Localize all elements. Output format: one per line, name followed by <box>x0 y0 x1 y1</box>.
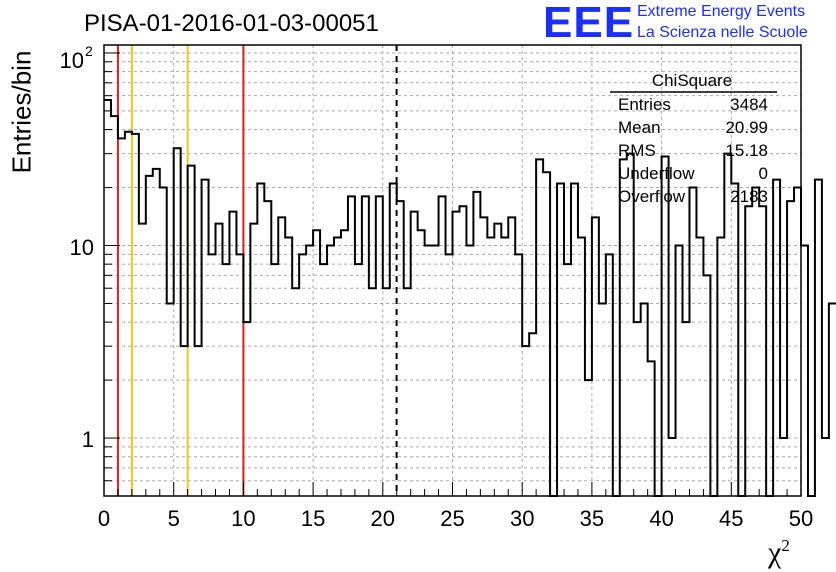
logo-subtitle-line1: Extreme Energy Events <box>637 3 806 20</box>
x-tick-labels: 0 5 10 15 20 25 30 35 40 45 50 <box>98 506 813 531</box>
x-axis-label-base: χ <box>768 536 782 569</box>
stats-title: ChiSquare <box>652 71 732 90</box>
x-tick-label: 5 <box>168 506 180 531</box>
stats-label: RMS <box>618 141 656 160</box>
x-axis-label-exponent: 2 <box>781 536 790 555</box>
x-tick-label: 0 <box>98 506 110 531</box>
x-tick-label: 40 <box>649 506 673 531</box>
y-axis-label: Entries/bin <box>6 50 37 174</box>
chart-title: PISA-01-2016-01-03-00051 <box>84 10 379 37</box>
x-tick-label: 45 <box>719 506 743 531</box>
y-tick-label-100-base: 10 <box>60 48 84 73</box>
stats-label: Mean <box>618 118 661 137</box>
x-axis-label: χ2 <box>768 536 790 570</box>
axis-ticks <box>103 52 802 497</box>
stats-value: 3484 <box>730 95 768 114</box>
stats-value: 2183 <box>730 187 768 206</box>
stats-label: Overflow <box>618 187 686 206</box>
histogram-series <box>104 98 836 497</box>
stats-box: ChiSquare Entries 3484 Mean 20.99 RMS 15… <box>610 71 777 206</box>
x-tick-label: 25 <box>440 506 464 531</box>
plot-background <box>104 45 801 496</box>
x-tick-label: 50 <box>789 506 813 531</box>
x-tick-label: 35 <box>580 506 604 531</box>
y-tick-labels: 1 10 10 2 <box>60 43 94 452</box>
stats-label: Underflow <box>618 164 695 183</box>
logo-subtitle-line2: La Scienza nelle Scuole <box>637 24 808 41</box>
x-tick-label: 15 <box>301 506 325 531</box>
y-tick-label-1: 1 <box>82 427 94 452</box>
stats-label: Entries <box>618 95 671 114</box>
stats-value: 0 <box>759 164 768 183</box>
x-tick-label: 30 <box>510 506 534 531</box>
x-tick-label: 20 <box>371 506 395 531</box>
stats-value: 20.99 <box>725 118 768 137</box>
x-tick-label: 10 <box>231 506 255 531</box>
eee-logo: EEE <box>543 0 635 47</box>
y-tick-label-100-exponent: 2 <box>85 43 93 59</box>
stats-value: 15.18 <box>725 141 768 160</box>
y-tick-label-10: 10 <box>70 235 94 260</box>
